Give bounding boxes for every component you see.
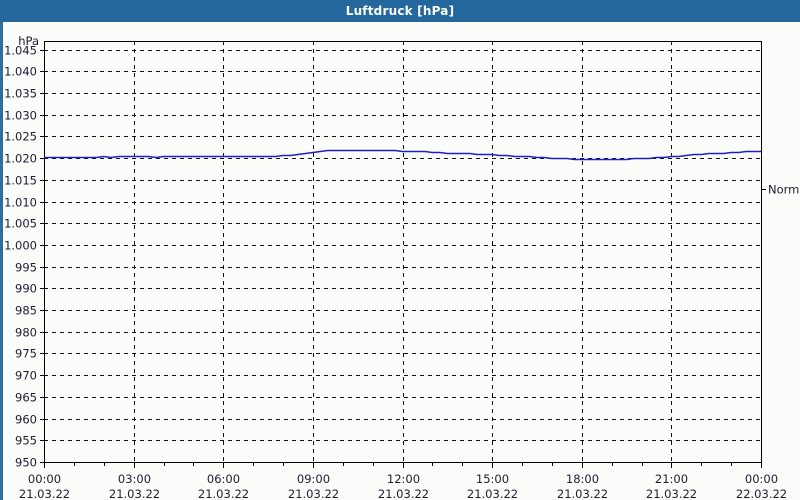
- y-axis-tick-label: 1.020: [4, 152, 37, 166]
- y-axis-tick-label: 1.040: [4, 65, 37, 79]
- y-axis-tick-label: 1.025: [4, 130, 37, 144]
- x-axis-tick-label-date: 22.03.22: [736, 487, 787, 500]
- x-axis-tick-label-date: 21.03.22: [467, 487, 518, 500]
- x-axis-tick-label-time: 00:00: [745, 472, 778, 486]
- x-axis-tick-label-date: 21.03.22: [378, 487, 429, 500]
- annotations: Normal: [761, 183, 800, 197]
- pressure-line-chart: 950 955 960 965 970 975 980 985 990 995 1.000 1.005…: [3, 22, 800, 500]
- window-title-bar: Luftdruck [hPa]: [0, 0, 800, 22]
- y-axis-tick-label: 1.005: [4, 217, 37, 231]
- series-line-luftdruck: [44, 149, 761, 161]
- y-axis-tick-label: 950: [15, 456, 37, 470]
- x-axis-tick-label-date: 21.03.22: [288, 487, 339, 500]
- x-axis-tick-label-date: 21.03.22: [646, 487, 697, 500]
- y-axis-tick-label: 955: [15, 434, 37, 448]
- y-axis-tick-label: 1.010: [4, 196, 37, 210]
- gridlines: [44, 41, 761, 462]
- chart-body: 950 955 960 965 970 975 980 985 990 995 1.000 1.005…: [0, 22, 800, 500]
- x-axis-tick-label-date: 21.03.22: [198, 487, 249, 500]
- x-axis-tick-label-time: 18:00: [566, 472, 599, 486]
- x-axis-tick-label-time: 06:00: [207, 472, 240, 486]
- y-axis-tick-label: 985: [15, 304, 37, 318]
- y-axis-tick-label: 1.045: [4, 44, 37, 58]
- y-axis-tick-label: 960: [15, 413, 37, 427]
- x-axis-tick-labels: 00:0021.03.2203:0021.03.2206:0021.03.220…: [19, 472, 787, 500]
- x-axis-tick-label-time: 03:00: [118, 472, 151, 486]
- x-axis-tick-label-time: 12:00: [387, 472, 420, 486]
- x-axis-tick-label-date: 21.03.22: [557, 487, 608, 500]
- y-axis-tick-label: 1.035: [4, 87, 37, 101]
- axes: [40, 40, 763, 468]
- y-axis-tick-label: 1.015: [4, 174, 37, 188]
- data-series: [44, 149, 761, 161]
- y-axis-tick-label: 1.000: [4, 239, 37, 253]
- y-axis-tick-label: 990: [15, 282, 37, 296]
- y-axis-tick-label: 965: [15, 391, 37, 405]
- y-axis-tick-label: 980: [15, 326, 37, 340]
- x-axis-tick-label-time: 15:00: [476, 472, 509, 486]
- y-axis-tick-label: 995: [15, 261, 37, 275]
- page-title: Luftdruck [hPa]: [345, 4, 455, 18]
- x-axis-tick-label-date: 21.03.22: [109, 487, 160, 500]
- x-axis-tick-label-time: 21:00: [655, 472, 688, 486]
- y-axis-tick-label: 1.030: [4, 109, 37, 123]
- chart-background: [3, 22, 800, 500]
- y-axis-tick-label: 975: [15, 347, 37, 361]
- y-axis-unit-label: hPa: [18, 34, 39, 48]
- y-axis-tick-label: 970: [15, 369, 37, 383]
- normal-reference-label: Normal: [768, 183, 800, 197]
- x-axis-tick-label-time: 00:00: [28, 472, 61, 486]
- x-axis-tick-label-time: 09:00: [297, 472, 330, 486]
- y-axis-tick-labels: 950 955 960 965 970 975 980 985 990 995 1.000 1.005…: [4, 44, 37, 470]
- x-axis-tick-label-date: 21.03.22: [19, 487, 70, 500]
